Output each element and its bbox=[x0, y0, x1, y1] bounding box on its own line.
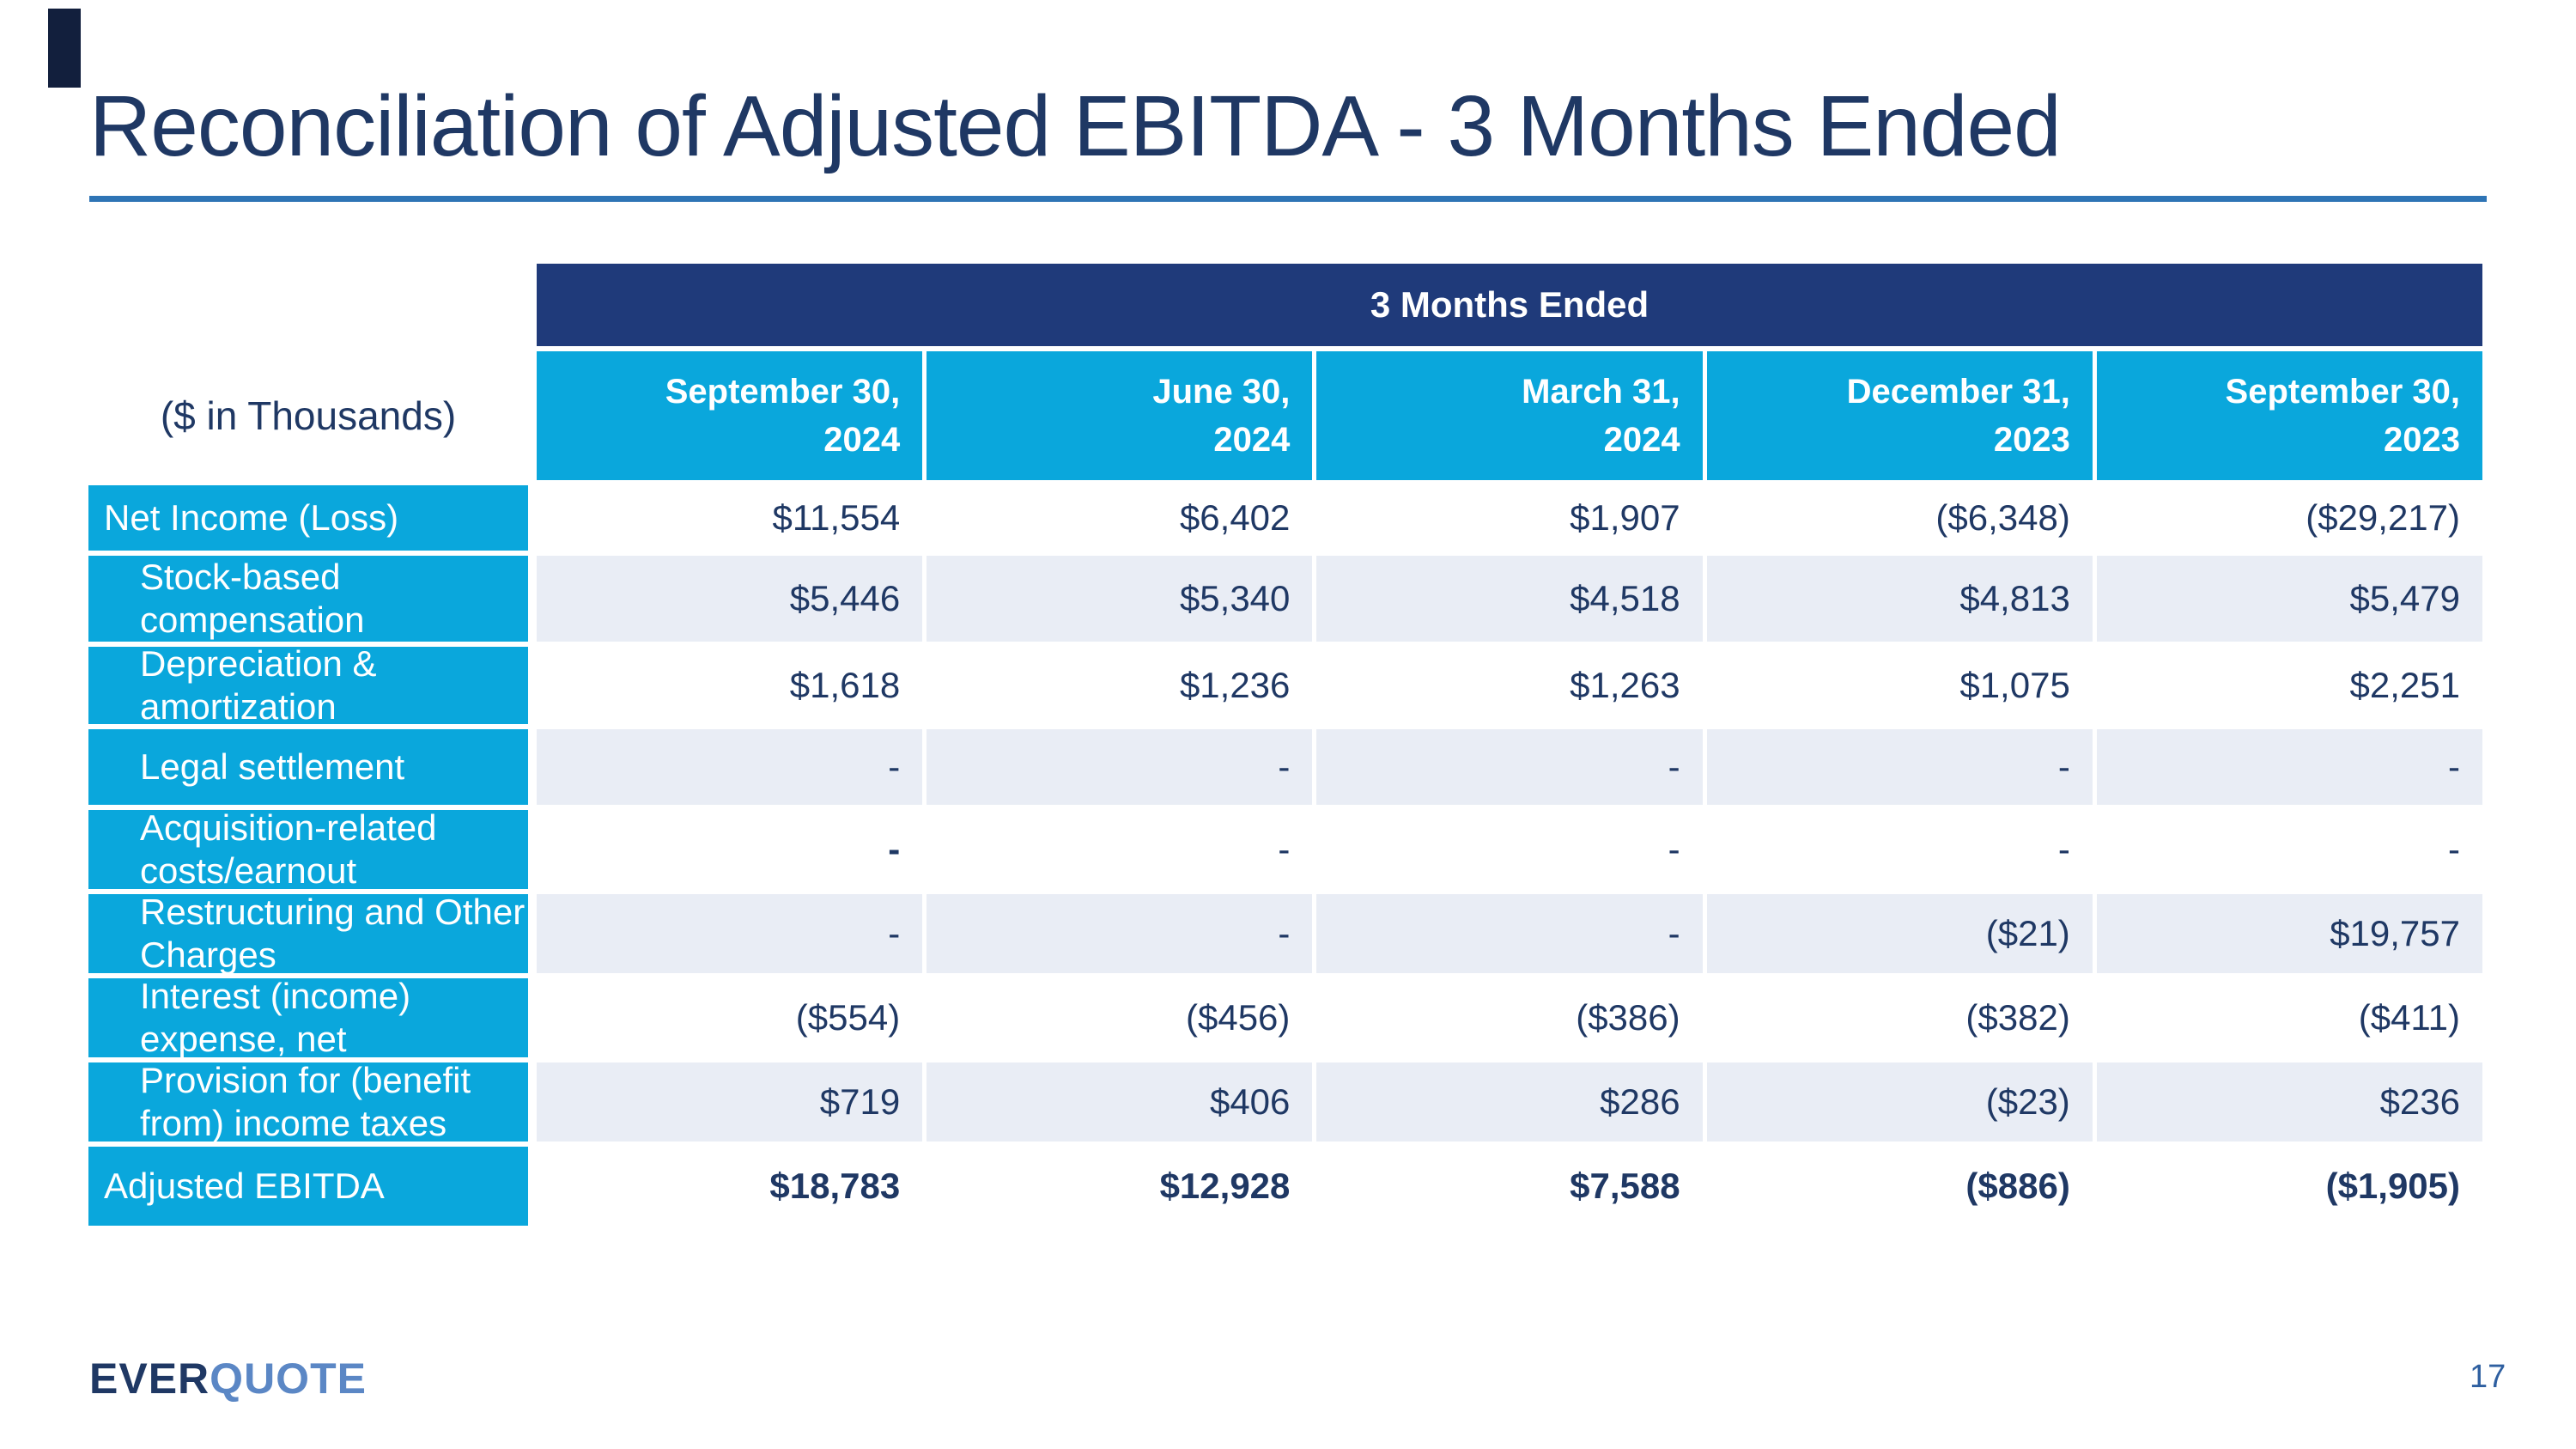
column-header-date: March 31, bbox=[1522, 373, 1680, 411]
units-note: ($ in Thousands) bbox=[160, 393, 457, 438]
column-header-date: September 30, bbox=[2225, 373, 2461, 411]
value-cell: $1,263 bbox=[1570, 665, 1680, 705]
title-underline bbox=[89, 196, 2487, 202]
table-row: Legal settlement - - - - - bbox=[88, 729, 2483, 805]
table-banner: 3 Months Ended bbox=[537, 264, 2482, 346]
row-label: Restructuring and Other Charges bbox=[88, 892, 528, 975]
value-cell: $11,554 bbox=[772, 497, 901, 538]
value-cell: - bbox=[888, 829, 901, 869]
page-title: Reconciliation of Adjusted EBITDA - 3 Mo… bbox=[89, 78, 2062, 174]
column-header: March 31, 2024 bbox=[1316, 351, 1703, 480]
value-cell: ($886) bbox=[1965, 1166, 2070, 1206]
value-cell: $19,757 bbox=[2096, 894, 2483, 973]
value-cell: ($21) bbox=[1706, 894, 2093, 973]
logo-ever: EVER bbox=[89, 1355, 210, 1403]
row-label: Depreciation & amortization bbox=[88, 643, 528, 727]
table-row: Depreciation & amortization $1,618 $1,23… bbox=[88, 643, 2482, 727]
value-cell: - bbox=[1668, 829, 1680, 869]
value-cell: ($386) bbox=[1576, 997, 1680, 1038]
value-cell: - bbox=[1316, 729, 1703, 805]
column-header-date: June 30, bbox=[1152, 373, 1291, 411]
value-cell: ($23) bbox=[1706, 1062, 2093, 1142]
value-cell: $5,446 bbox=[537, 556, 923, 642]
value-cell: ($6,348) bbox=[1935, 497, 2070, 538]
value-cell: - bbox=[2096, 729, 2483, 805]
column-header-year: 2023 bbox=[1993, 421, 2070, 459]
value-cell: - bbox=[927, 894, 1313, 973]
value-cell: $6,402 bbox=[1179, 497, 1291, 538]
table-row: Stock-based compensation $5,446 $5,340 $… bbox=[88, 556, 2483, 642]
table-row: Acquisition-related costs/earnout - - - … bbox=[88, 807, 2482, 891]
row-label: Legal settlement bbox=[88, 729, 528, 805]
column-header: December 31, 2023 bbox=[1706, 351, 2093, 480]
value-cell: - bbox=[1706, 729, 2093, 805]
value-cell: - bbox=[537, 729, 923, 805]
value-cell: - bbox=[1316, 894, 1703, 973]
value-cell: $7,588 bbox=[1570, 1166, 1680, 1206]
value-cell: $286 bbox=[1316, 1062, 1703, 1142]
column-header: September 30, 2023 bbox=[2096, 351, 2483, 480]
value-cell: ($382) bbox=[1965, 997, 2070, 1038]
value-cell: $1,236 bbox=[1179, 665, 1291, 705]
row-label: Acquisition-related costs/earnout bbox=[88, 807, 528, 891]
value-cell: $5,340 bbox=[927, 556, 1313, 642]
table-row: Provision for (benefit from) income taxe… bbox=[88, 1060, 2483, 1143]
column-header-year: 2024 bbox=[823, 421, 901, 459]
ebitda-table: 3 Months Ended ($ in Thousands) Septembe… bbox=[88, 264, 2483, 1231]
column-header-date: December 31, bbox=[1846, 373, 2070, 411]
value-cell: $12,928 bbox=[1159, 1166, 1291, 1206]
column-header-year: 2024 bbox=[1603, 421, 1680, 459]
value-cell: $4,518 bbox=[1316, 556, 1703, 642]
value-cell: ($29,217) bbox=[2306, 497, 2461, 538]
value-cell: - bbox=[2057, 829, 2070, 869]
column-header-year: 2024 bbox=[1213, 421, 1291, 459]
logo-quote: QUOTE bbox=[210, 1355, 367, 1403]
value-cell: $1,907 bbox=[1570, 497, 1680, 538]
value-cell: $4,813 bbox=[1706, 556, 2093, 642]
value-cell: $406 bbox=[927, 1062, 1313, 1142]
everquote-logo: EVERQUOTE bbox=[89, 1354, 367, 1403]
table-row: Net Income (Loss) $11,554 $6,402 $1,907 … bbox=[88, 485, 2482, 551]
column-header: September 30, 2024 bbox=[537, 351, 923, 480]
column-header-date: September 30, bbox=[665, 373, 901, 411]
value-cell: - bbox=[1278, 829, 1291, 869]
column-header-year: 2023 bbox=[2384, 421, 2461, 459]
banner-spacer bbox=[88, 264, 528, 346]
table-header-row: ($ in Thousands) September 30, 2024 June… bbox=[88, 351, 2483, 480]
value-cell: $2,251 bbox=[2349, 665, 2461, 705]
value-cell: $5,479 bbox=[2096, 556, 2483, 642]
value-cell: $719 bbox=[537, 1062, 923, 1142]
table-row: Interest (income) expense, net ($554) ($… bbox=[88, 976, 2482, 1059]
value-cell: - bbox=[927, 729, 1313, 805]
row-label: Stock-based compensation bbox=[88, 556, 528, 642]
value-cell: $1,075 bbox=[1959, 665, 2070, 705]
top-left-accent bbox=[48, 9, 81, 88]
table-banner-row: 3 Months Ended bbox=[88, 264, 2482, 346]
value-cell: ($554) bbox=[795, 997, 901, 1038]
row-label: Interest (income) expense, net bbox=[88, 976, 528, 1059]
value-cell: ($411) bbox=[2358, 997, 2461, 1038]
value-cell: $18,783 bbox=[769, 1166, 901, 1206]
row-label: Adjusted EBITDA bbox=[88, 1147, 528, 1226]
value-cell: ($456) bbox=[1186, 997, 1291, 1038]
value-cell: ($1,905) bbox=[2325, 1166, 2461, 1206]
value-cell: $236 bbox=[2096, 1062, 2483, 1142]
table-row: Adjusted EBITDA $18,783 $12,928 $7,588 (… bbox=[88, 1147, 2482, 1226]
row-label: Provision for (benefit from) income taxe… bbox=[88, 1060, 528, 1143]
value-cell: $1,618 bbox=[789, 665, 901, 705]
value-cell: - bbox=[537, 894, 923, 973]
page-number: 17 bbox=[2470, 1359, 2506, 1395]
row-label: Net Income (Loss) bbox=[88, 485, 528, 551]
value-cell: - bbox=[2448, 829, 2461, 869]
column-header: June 30, 2024 bbox=[927, 351, 1313, 480]
table-row: Restructuring and Other Charges - - - ($… bbox=[88, 892, 2483, 975]
